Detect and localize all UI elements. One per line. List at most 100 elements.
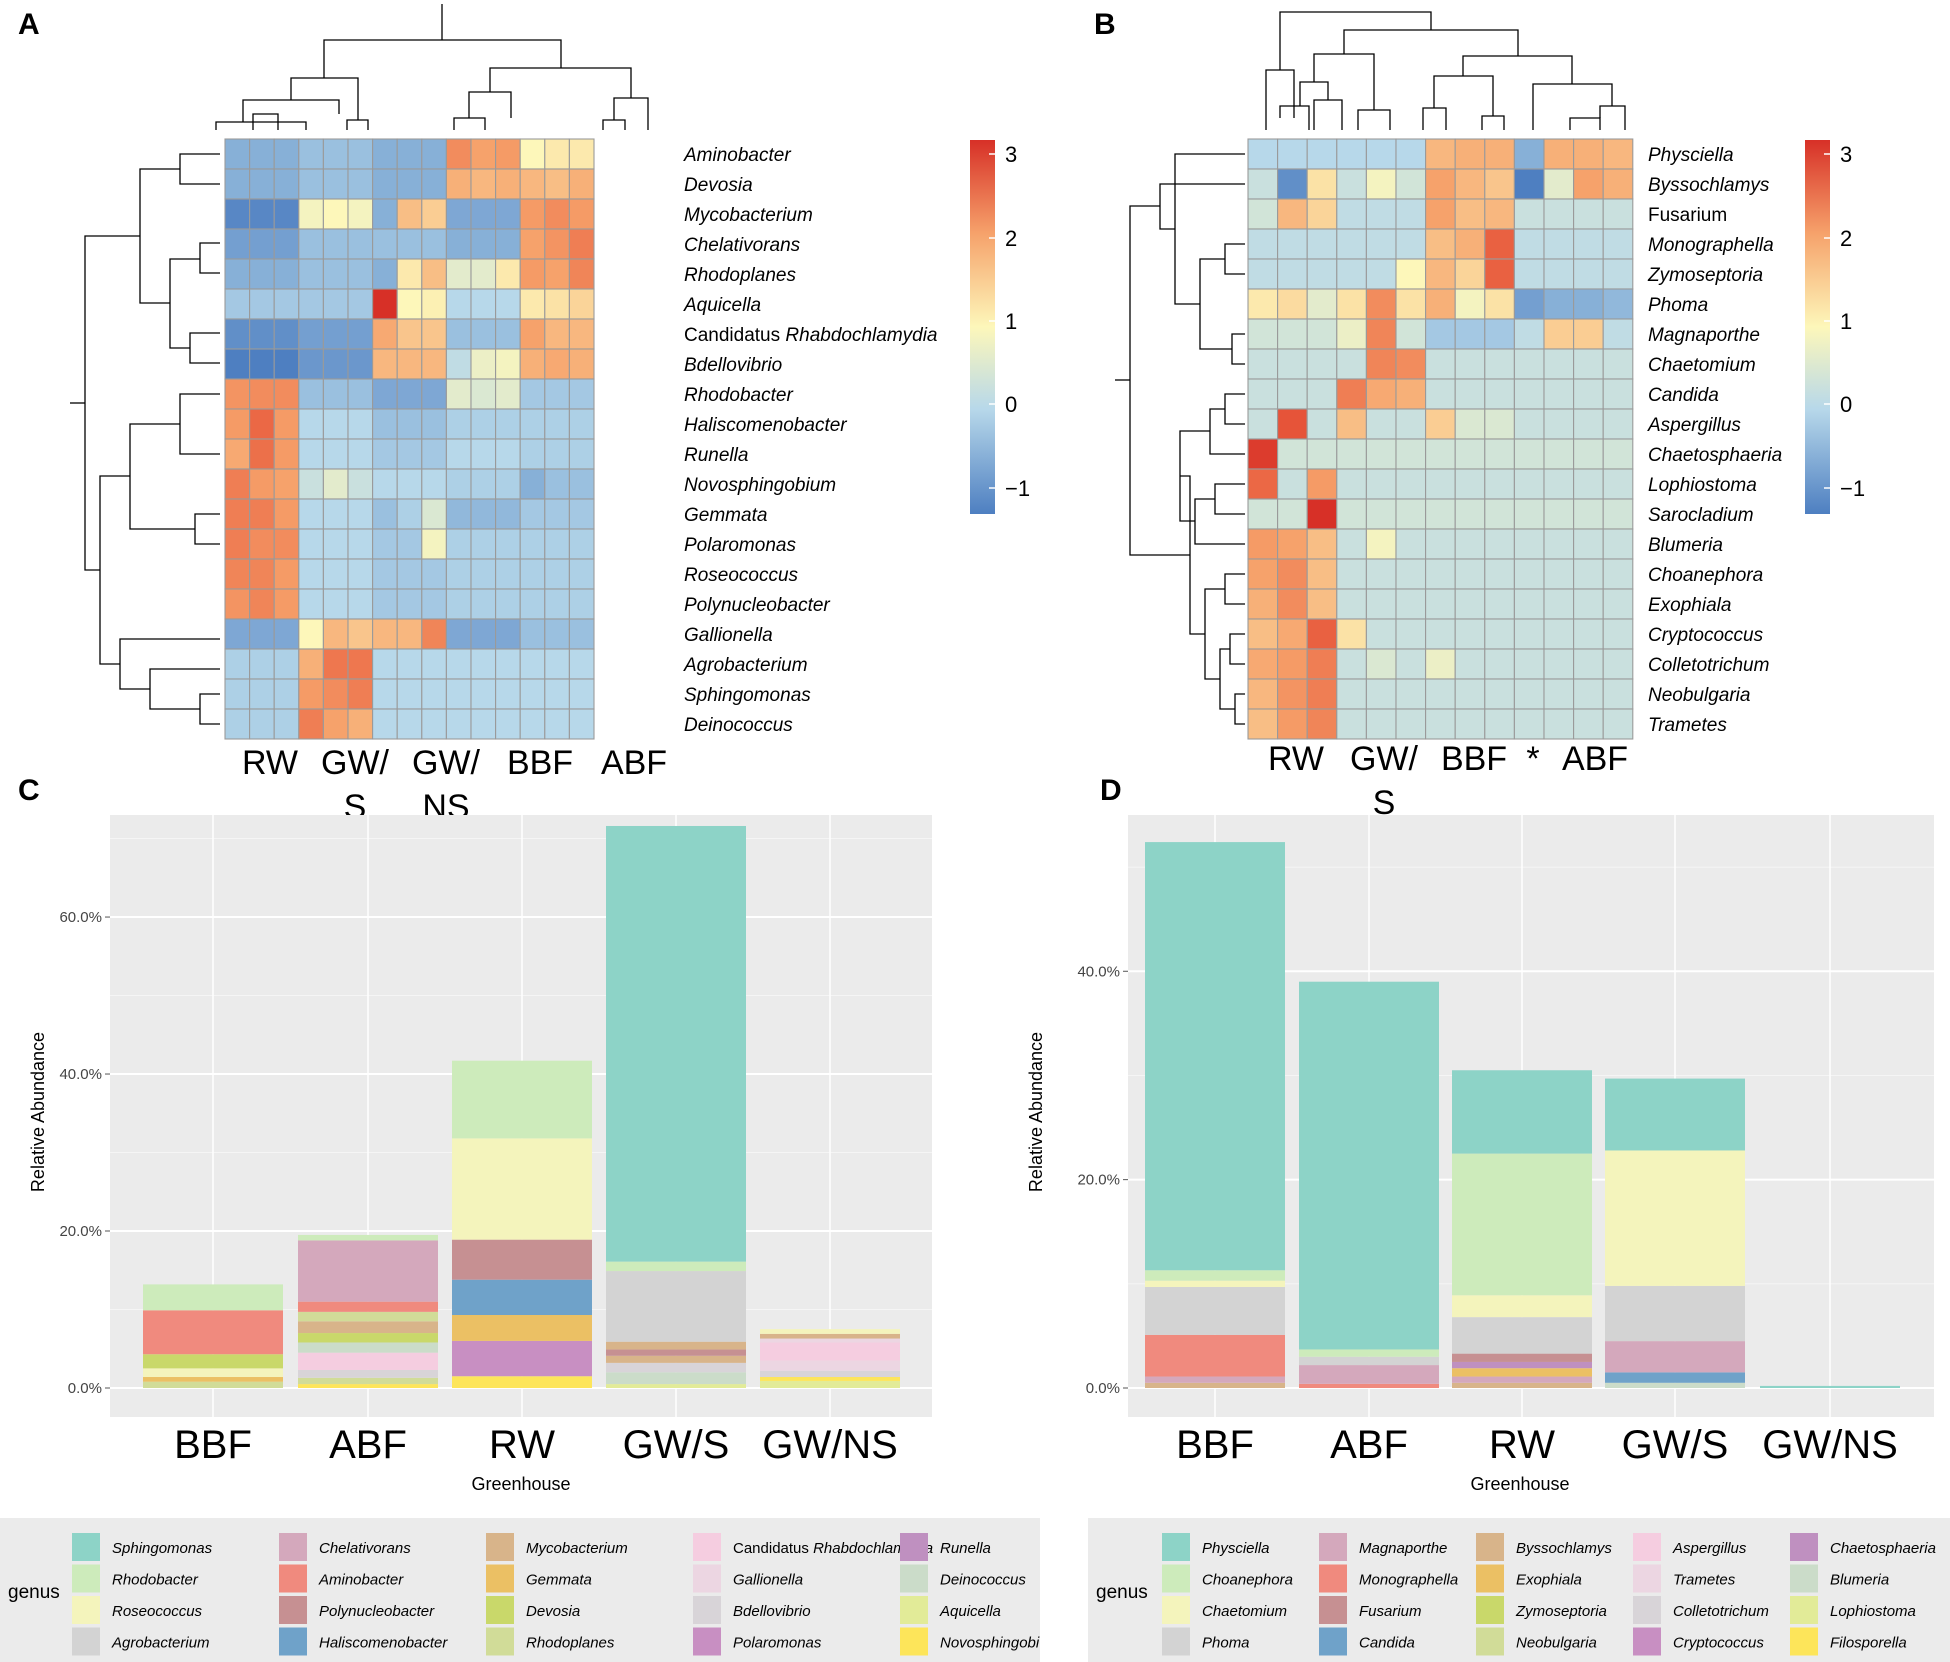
hma-cell-r19-c4 <box>322 708 349 740</box>
hmb-cell-r7-c9 <box>1513 348 1545 380</box>
hma-cell-r2-c9 <box>445 198 472 230</box>
hma-cell-r18-c11 <box>495 678 521 710</box>
hma-row-label-polynucleobacter: Polynucleobacter <box>684 595 830 616</box>
hmb-cell-r1-c10 <box>1543 168 1575 200</box>
legD-swatch-filosporella <box>1790 1627 1818 1656</box>
hmb-cell-r11-c9 <box>1513 468 1545 500</box>
hma-row-label-haliscomenobacter: Haliscomenobacter <box>684 415 847 436</box>
hma-cell-r16-c3 <box>298 618 324 650</box>
hma-cell-r10-c0 <box>224 438 251 470</box>
legC-label-bdellovibrio: Bdellovibrio <box>733 1603 811 1620</box>
hmb-cell-r17-c10 <box>1543 648 1575 680</box>
hma-cell-r3-c3 <box>298 228 324 260</box>
hma-cell-r4-c3 <box>298 258 324 290</box>
hma-cell-r4-c13 <box>544 258 570 290</box>
hmb-cell-r15-c0 <box>1247 588 1279 620</box>
hma-cell-r2-c1 <box>249 198 275 230</box>
hma-cell-r19-c9 <box>445 708 472 740</box>
hmb-cell-r3-c8 <box>1484 228 1515 260</box>
heatmap-a-row-dendrogram <box>70 153 220 725</box>
hma-cell-r7-c8 <box>421 348 447 380</box>
legD-label-filosporella: Filosporella <box>1830 1635 1907 1652</box>
barD-bar-rw-fusarium-4 <box>1452 1353 1592 1362</box>
hmb-cell-r7-c2 <box>1306 348 1338 380</box>
barC-bar-abf-deinococcus-4 <box>298 1342 438 1353</box>
barC-bar-rw-polaromonas-1 <box>452 1340 592 1377</box>
barC-bar-bbf-rhodoplanes-0 <box>143 1381 283 1388</box>
hma-cell-r13-c8 <box>421 528 447 560</box>
legD-swatch-magnaporthe <box>1319 1533 1347 1561</box>
barC-bar-gw-ns-novosphingobi-1 <box>760 1377 900 1381</box>
hma-cell-r8-c3 <box>298 378 324 410</box>
hma-cell-r8-c14 <box>568 378 595 410</box>
hma-cell-r3-c10 <box>470 228 497 260</box>
legD-swatch-fusarium <box>1319 1596 1347 1624</box>
hmb-cell-r16-c4 <box>1365 618 1397 650</box>
hma-cell-r13-c2 <box>273 528 300 560</box>
hma-cell-r13-c7 <box>396 528 423 560</box>
legC-swatch-aminobacter <box>279 1564 307 1593</box>
hmb-row-label-exophiala: Exophiala <box>1648 595 1731 616</box>
hmb-cell-r0-c12 <box>1602 138 1634 170</box>
hmb-cell-r17-c1 <box>1277 648 1308 680</box>
legD-swatch-neobulgaria <box>1476 1627 1504 1656</box>
hma-cell-r8-c2 <box>273 378 300 410</box>
barD-bar-rw-chaetosphaeria-3 <box>1452 1361 1592 1369</box>
hma-cell-r13-c4 <box>322 528 349 560</box>
hmb-cell-r0-c1 <box>1277 138 1308 170</box>
hma-cell-r16-c2 <box>273 618 300 650</box>
hma-row-label-gallionella: Gallionella <box>684 625 773 646</box>
hma-cell-r8-c4 <box>322 378 349 410</box>
hmb-cell-r14-c0 <box>1247 558 1279 590</box>
legD-label-neobulgaria: Neobulgaria <box>1516 1635 1597 1652</box>
legC-label-haliscomenobacter: Haliscomenobacter <box>319 1635 448 1652</box>
hma-cell-r7-c9 <box>445 348 472 380</box>
hma-cell-r7-c12 <box>519 348 546 380</box>
hma-row-label-aquicella: Aquicella <box>683 295 761 316</box>
hma-cell-r3-c9 <box>445 228 472 260</box>
hmb-cell-r14-c10 <box>1543 558 1575 590</box>
hmb-cell-r13-c11 <box>1573 528 1604 560</box>
heatmap-a-row-labels: Aminobacter Devosia Mycobacterium Chelativo… <box>683 145 938 736</box>
hma-cell-r0-c13 <box>544 138 570 170</box>
legC-swatch-polaromonas <box>693 1627 721 1656</box>
hma-cell-r6-c4 <box>322 318 349 350</box>
hmb-cell-r8-c11 <box>1573 378 1604 410</box>
hmb-cell-r10-c6 <box>1425 438 1456 470</box>
barD-bar-bbf-choanephora-5 <box>1145 1270 1285 1281</box>
hma-cell-r8-c0 <box>224 378 251 410</box>
hmb-cell-r10-c10 <box>1543 438 1575 470</box>
legC-label-devosia: Devosia <box>526 1603 580 1620</box>
hma-cell-r10-c2 <box>273 438 300 470</box>
hmb-cell-r10-c3 <box>1336 438 1367 470</box>
hmb-cell-r9-c12 <box>1602 408 1634 440</box>
hma-cell-r7-c2 <box>273 348 300 380</box>
hma-cell-r9-c8 <box>421 408 447 440</box>
hma-cell-r1-c9 <box>445 168 472 200</box>
hma-cell-r15-c3 <box>298 588 324 620</box>
hmb-cell-r18-c2 <box>1306 678 1338 710</box>
hma-cell-r17-c7 <box>396 648 423 680</box>
legD-label-byssochlamys: Byssochlamys <box>1516 1540 1612 1557</box>
hma-cell-r7-c14 <box>568 348 595 380</box>
hma-row-label-runella: Runella <box>684 445 748 466</box>
hmb-cell-r5-c12 <box>1602 288 1634 320</box>
heatmap-b-cells <box>1247 138 1634 740</box>
legC-swatch-agrobacterium <box>72 1627 100 1656</box>
hma-cell-r12-c2 <box>273 498 300 530</box>
hmb-cell-r14-c11 <box>1573 558 1604 590</box>
hmb-cell-r5-c7 <box>1454 288 1486 320</box>
hmb-cell-r5-c11 <box>1573 288 1604 320</box>
hmb-cell-r9-c10 <box>1543 408 1575 440</box>
legD-label-colletotrichum: Colletotrichum <box>1673 1603 1769 1620</box>
legD-label-trametes: Trametes <box>1673 1572 1736 1589</box>
hmb-cell-r4-c7 <box>1454 258 1486 290</box>
hma-cell-r11-c1 <box>249 468 275 500</box>
hma-cell-r3-c13 <box>544 228 570 260</box>
legD-label-lophiostoma: Lophiostoma <box>1830 1603 1916 1620</box>
hma-cell-r17-c6 <box>372 648 398 680</box>
hmb-cell-r2-c11 <box>1573 198 1604 230</box>
legD-swatch-lophiostoma <box>1790 1596 1818 1624</box>
legD-swatch-cryptococcus <box>1633 1627 1661 1656</box>
hmb-cell-r7-c7 <box>1454 348 1486 380</box>
